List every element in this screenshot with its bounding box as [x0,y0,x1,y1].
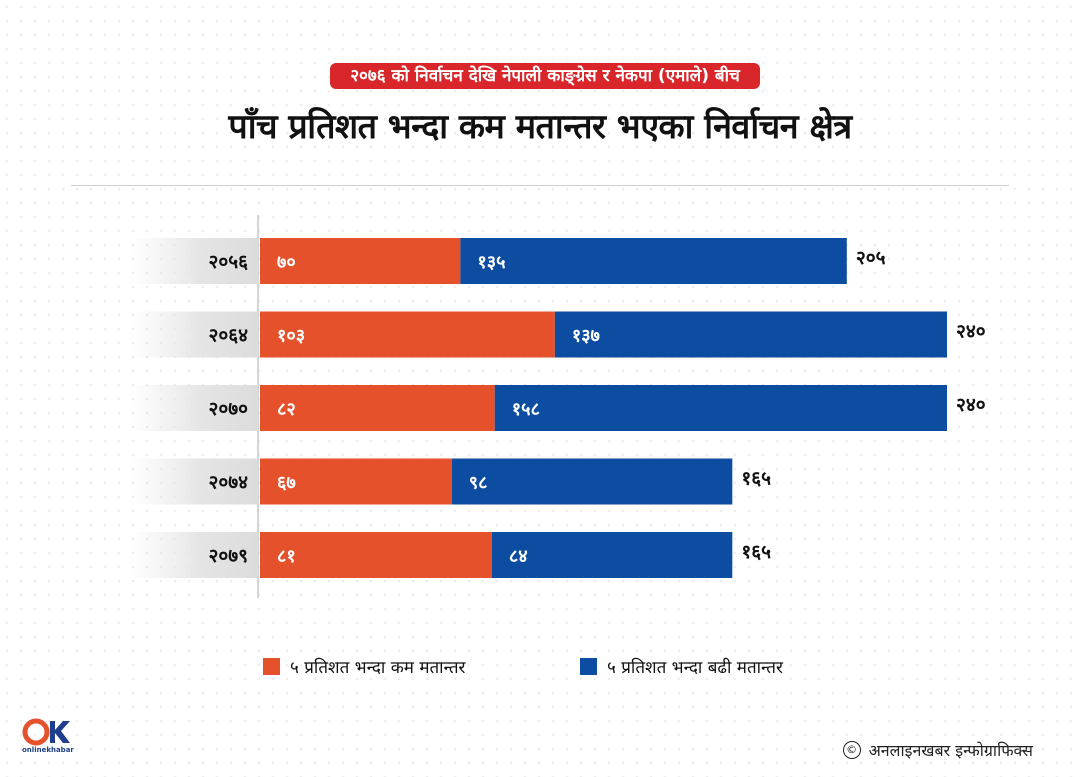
row-label-band [130,458,258,505]
header-divider [71,185,1009,186]
legend-swatch-blue [580,658,597,675]
credit-line: © अनलाइनखबर इन्फोग्राफिक्स [842,739,1033,761]
bar-segment-more [451,458,733,505]
legend-label-less: ५ प्रतिशत भन्दा कम मतान्तर [290,658,466,678]
stacked-bar-chart: २०५६ ७० १३५ २०५ २०६४ १०३ १३७ २४० २०७० ८२ १५८ २४० २०७… [130,215,986,598]
onlinekhabar-logo: onlinekhabar [22,718,74,758]
copyright-icon: © [842,741,861,759]
bar-total-label: १६५ [741,468,771,490]
bar-value-label: ८४ [509,546,528,567]
category-label: २०६४ [208,325,248,347]
bar-value-label: ८२ [277,399,296,420]
bar-segment-less [260,238,461,284]
logo-wordmark: onlinekhabar [22,746,74,754]
category-label: २०५६ [208,251,248,273]
chart-title: पाँच प्रतिशत भन्दा कम मतान्तर भएका निर्व… [228,107,852,147]
bar-total-label: २०५ [856,247,886,269]
ok-logo-icon [22,718,70,746]
bar-segment-less [260,385,495,431]
chart-subtitle: २०७६ को निर्वाचन देखि नेपाली काङ्ग्रेस र… [330,63,760,89]
bar-value-label: ९८ [469,473,488,494]
legend-item-less: ५ प्रतिशत भन्दा कम मतान्तर [263,655,465,678]
legend-label-more: ५ प्रतिशत भन्दा बढी मतान्तर [607,658,783,678]
bar-value-label: १०३ [277,326,305,347]
credit-text: अनलाइनखबर इन्फोग्राफिक्स [868,741,1033,760]
bar-value-label: ८१ [277,546,296,567]
chart-legend: ५ प्रतिशत भन्दा कम मतान्तर ५ प्रतिशत भन्… [0,655,1080,685]
bar-segment-more [491,532,733,578]
bar-value-label: १३५ [477,252,505,273]
row-label-band [130,311,258,358]
legend-item-more: ५ प्रतिशत भन्दा बढी मतान्तर [580,655,783,678]
bar-value-label: १३७ [572,326,600,347]
bar-segment-less [260,458,452,505]
bar-value-label: ७० [277,252,296,273]
bar-total-label: १६५ [741,541,771,563]
category-label: २०७४ [208,472,248,494]
bar-segment-more [494,385,947,431]
bar-segment-more [460,238,847,284]
legend-swatch-orange [263,658,280,675]
bar-value-label: ६७ [277,473,296,494]
category-label: २०७० [208,398,248,420]
bar-segment-less [260,532,492,578]
bar-segment-less [260,311,555,358]
row-label-band [130,385,258,431]
bar-value-label: १५८ [512,399,540,420]
category-label: २०७९ [208,545,248,567]
bar-segment-more [554,311,947,358]
bar-total-label: २४० [956,394,986,416]
bar-total-label: २४० [956,321,986,343]
row-label-band [130,532,258,578]
row-label-band [130,238,258,284]
